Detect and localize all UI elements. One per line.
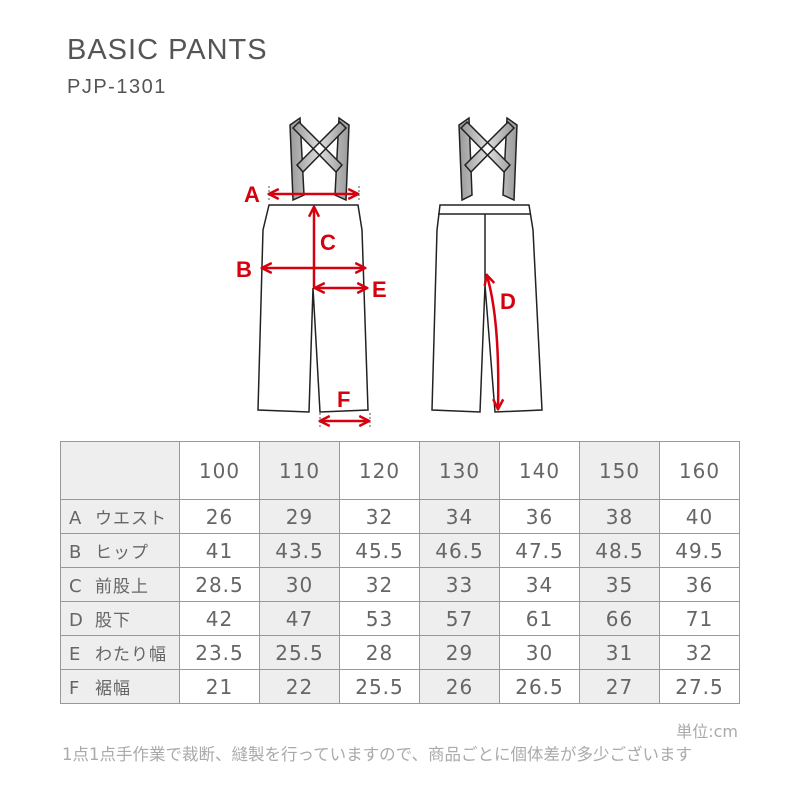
table-cell: 46.5 <box>419 533 500 568</box>
table-cell: 36 <box>499 499 580 534</box>
table-cell: 26.5 <box>499 669 580 704</box>
row-label: C 前股上 <box>60 567 180 602</box>
row-name: ヒップ <box>95 543 149 563</box>
table-cell: 33 <box>419 567 500 602</box>
row-label: D 股下 <box>60 601 180 636</box>
table-cell: 32 <box>339 499 420 534</box>
row-label: A ウエスト <box>60 499 180 534</box>
row-letter: D <box>69 610 84 631</box>
size-header: 120 <box>339 441 420 500</box>
table-cell: 61 <box>499 601 580 636</box>
table-cell: 26 <box>419 669 500 704</box>
row-name: ウエスト <box>95 509 167 529</box>
table-cell: 29 <box>419 635 500 670</box>
table-cell: 57 <box>419 601 500 636</box>
table-row: C 前股上 28.5 30 32 33 34 35 36 <box>60 567 740 602</box>
row-name: 裾幅 <box>95 679 131 699</box>
row-letter: E <box>69 644 82 665</box>
table-cell: 25.5 <box>259 635 340 670</box>
table-cell: 66 <box>579 601 660 636</box>
row-name: 前股上 <box>95 577 149 597</box>
table-header-row: 100 110 120 130 140 150 160 <box>60 441 740 500</box>
row-letter: A <box>69 508 83 529</box>
row-letter: C <box>69 576 83 597</box>
table-cell: 21 <box>179 669 260 704</box>
size-header: 150 <box>579 441 660 500</box>
table-cell: 26 <box>179 499 260 534</box>
table-cell: 38 <box>579 499 660 534</box>
unit-label: 単位:cm <box>676 722 738 741</box>
table-cell: 45.5 <box>339 533 420 568</box>
table-cell: 42 <box>179 601 260 636</box>
label-e: E <box>372 277 387 302</box>
table-cell: 32 <box>339 567 420 602</box>
row-letter: B <box>69 542 83 563</box>
table-cell: 28.5 <box>179 567 260 602</box>
table-cell: 43.5 <box>259 533 340 568</box>
label-c: C <box>320 230 336 255</box>
size-header: 160 <box>659 441 740 500</box>
table-cell: 29 <box>259 499 340 534</box>
front-pants <box>257 116 369 413</box>
table-cell: 30 <box>499 635 580 670</box>
table-cell: 34 <box>419 499 500 534</box>
size-header: 140 <box>499 441 580 500</box>
table-row: B ヒップ 41 43.5 45.5 46.5 47.5 48.5 49.5 <box>60 533 740 568</box>
table-row: E わたり幅 23.5 25.5 28 29 30 31 32 <box>60 635 740 670</box>
product-code: PJP-1301 <box>67 76 167 98</box>
table-cell: 27 <box>579 669 660 704</box>
row-label: E わたり幅 <box>60 635 180 670</box>
row-name: 股下 <box>95 611 131 631</box>
arrow-d <box>487 276 498 408</box>
row-letter: F <box>69 678 81 699</box>
label-d: D <box>500 289 516 314</box>
table-cell: 32 <box>659 635 740 670</box>
table-cell: 41 <box>179 533 260 568</box>
size-header: 110 <box>259 441 340 500</box>
label-a: A <box>244 182 260 207</box>
table-cell: 48.5 <box>579 533 660 568</box>
label-f: F <box>337 387 350 412</box>
disclaimer-note: 1点1点手作業で裁断、縫製を行っていますので、商品ごとに個体差が多少ございます <box>62 745 693 764</box>
product-title: BASIC PANTS <box>67 34 268 66</box>
table-row: A ウエスト 26 29 32 34 36 38 40 <box>60 499 740 534</box>
header-corner <box>60 441 180 500</box>
row-name: わたり幅 <box>95 645 167 665</box>
pants-diagram: A B C D E F <box>236 116 543 428</box>
table-cell: 47.5 <box>499 533 580 568</box>
table-cell: 23.5 <box>179 635 260 670</box>
row-label: B ヒップ <box>60 533 180 568</box>
measurement-arrows <box>263 194 498 421</box>
row-label: F 裾幅 <box>60 669 180 704</box>
table-cell: 31 <box>579 635 660 670</box>
table-cell: 40 <box>659 499 740 534</box>
table-cell: 28 <box>339 635 420 670</box>
table-cell: 25.5 <box>339 669 420 704</box>
table-cell: 47 <box>259 601 340 636</box>
table-cell: 36 <box>659 567 740 602</box>
table-cell: 27.5 <box>659 669 740 704</box>
table-row: F 裾幅 21 22 25.5 26 26.5 27 27.5 <box>60 669 740 704</box>
back-pants <box>431 116 543 413</box>
table-cell: 35 <box>579 567 660 602</box>
size-header: 130 <box>419 441 500 500</box>
table-row: D 股下 42 47 53 57 61 66 71 <box>60 601 740 636</box>
label-b: B <box>236 257 252 282</box>
table-cell: 53 <box>339 601 420 636</box>
table-cell: 49.5 <box>659 533 740 568</box>
table-cell: 22 <box>259 669 340 704</box>
table-cell: 71 <box>659 601 740 636</box>
table-cell: 34 <box>499 567 580 602</box>
size-table: 100 110 120 130 140 150 160 A ウエスト 26 29 32 34 36 38 4… <box>60 441 740 704</box>
table-cell: 30 <box>259 567 340 602</box>
size-header: 100 <box>179 441 260 500</box>
